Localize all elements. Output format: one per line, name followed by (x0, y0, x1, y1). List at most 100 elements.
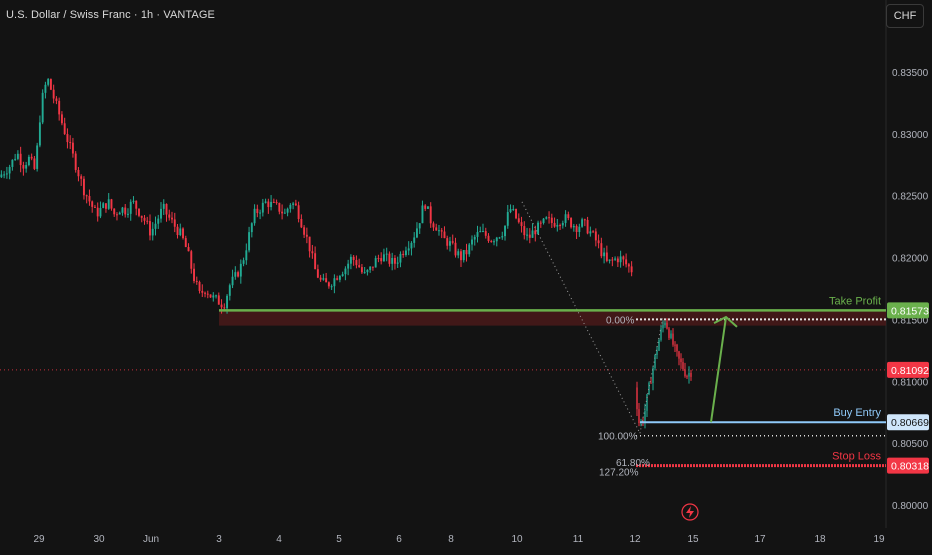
recent-candle (648, 382, 650, 395)
history-candle (413, 237, 416, 243)
x-tick-label: 3 (216, 534, 222, 545)
history-candle (22, 165, 25, 169)
history-candle (292, 203, 295, 205)
history-candle (622, 256, 625, 260)
history-candle (71, 142, 74, 154)
history-candle (440, 230, 443, 232)
history-candle (556, 225, 559, 227)
history-candle (349, 256, 352, 264)
history-candle (421, 205, 424, 224)
history-candle (93, 206, 96, 208)
y-tick-label: 0.82000 (892, 254, 929, 265)
history-candle (124, 207, 127, 215)
history-candle (355, 260, 358, 266)
recent-candle (660, 328, 662, 340)
history-candle (77, 169, 80, 177)
take-profit-price-badge (887, 302, 929, 319)
history-candle (88, 195, 91, 202)
history-candle (366, 269, 369, 273)
history-candle (559, 225, 562, 227)
history-candle (149, 221, 151, 236)
history-candle (19, 153, 22, 166)
history-candle (553, 222, 556, 227)
resistance-zone (219, 310, 886, 326)
history-candle (479, 231, 482, 233)
history-candle (627, 264, 630, 267)
recent-candle (670, 333, 672, 338)
currency-button[interactable]: CHF (886, 4, 924, 28)
history-candle (515, 209, 517, 219)
history-candle (608, 259, 611, 261)
recent-candle (674, 344, 676, 346)
history-candle (506, 212, 509, 226)
history-candle (239, 263, 242, 277)
history-candle (382, 254, 385, 262)
history-candle (490, 241, 493, 243)
current-price-badge (887, 361, 929, 378)
history-candle (82, 178, 85, 196)
history-candle (220, 304, 223, 308)
history-candle (182, 228, 184, 239)
fib-label-618: 61.80% (616, 458, 650, 469)
history-candle (512, 209, 515, 211)
history-candle (341, 274, 344, 277)
history-candle (523, 226, 526, 236)
history-candle (110, 199, 113, 209)
x-tick-label: 5 (336, 534, 342, 545)
history-candle (619, 256, 622, 263)
history-candle (286, 208, 289, 213)
history-candle (462, 249, 465, 261)
x-tick-label: 4 (276, 534, 282, 545)
recent-candle (664, 322, 666, 326)
history-candle (305, 234, 308, 237)
fib-trend-line-2 (639, 316, 664, 434)
history-candle (396, 262, 399, 264)
history-candle (495, 237, 498, 242)
history-candle (592, 231, 595, 233)
history-candle (215, 295, 218, 297)
history-candle (245, 250, 248, 261)
history-candle (426, 206, 429, 209)
history-candle (69, 142, 72, 144)
history-candle (605, 252, 608, 261)
history-candle (415, 228, 418, 238)
history-candle (132, 200, 135, 202)
history-candle (281, 211, 284, 214)
recent-candle (654, 355, 656, 368)
recent-candle (668, 328, 670, 338)
history-candle (465, 249, 468, 255)
history-candle (358, 265, 361, 268)
history-candle (575, 225, 578, 233)
history-candle (121, 207, 124, 213)
history-candle (473, 236, 476, 240)
history-candle (327, 282, 330, 287)
history-candle (206, 293, 209, 295)
history-candle (143, 217, 146, 221)
history-candle (36, 145, 39, 169)
x-tick-label: 6 (396, 534, 402, 545)
history-candle (338, 276, 341, 280)
history-candle (253, 208, 256, 224)
y-tick-label: 0.83000 (892, 130, 929, 141)
history-candle (173, 219, 176, 227)
recent-candle (656, 350, 658, 356)
history-candle (594, 231, 597, 241)
history-candle (85, 195, 88, 197)
history-candle (195, 281, 198, 283)
history-candle (96, 207, 99, 217)
history-candle (446, 238, 449, 246)
history-candle (374, 258, 377, 268)
recent-candle (688, 372, 690, 377)
history-candle (567, 214, 570, 219)
history-candle (91, 201, 94, 207)
history-candle (352, 256, 355, 261)
history-candle (336, 278, 339, 280)
history-candle (41, 92, 44, 123)
history-candle (11, 159, 14, 167)
history-candle (393, 257, 396, 264)
recent-candle (636, 387, 638, 410)
history-candle (308, 236, 311, 252)
history-candle (135, 200, 138, 209)
